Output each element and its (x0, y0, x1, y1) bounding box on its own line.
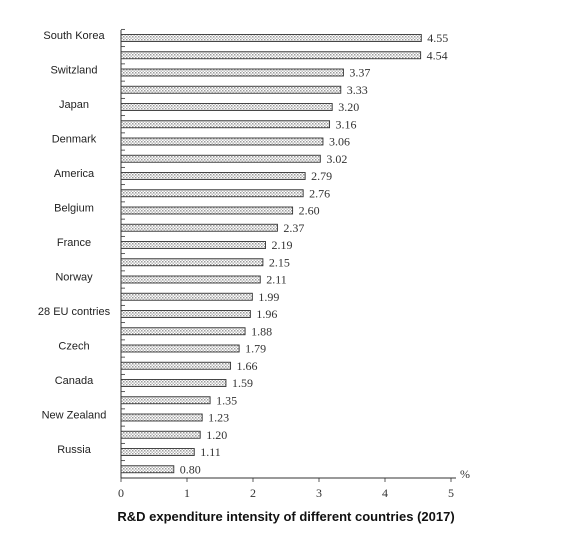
bar-value-label: 2.37 (283, 221, 304, 235)
bar (120, 223, 278, 232)
bar (120, 34, 422, 42)
bar-value-label: 1.99 (258, 290, 279, 304)
category-label: Denmark (52, 134, 97, 146)
bar (120, 120, 331, 129)
bar (120, 137, 324, 146)
category-label: Belgium (54, 203, 94, 215)
bar (120, 85, 342, 94)
bar-value-label: 1.59 (232, 376, 253, 390)
bar-value-label: 3.20 (338, 100, 359, 114)
category-label: Czech (58, 341, 89, 353)
bar-value-label: 1.20 (206, 428, 227, 442)
bar-value-label: 3.02 (326, 152, 347, 166)
x-tick-label: 0 (118, 486, 124, 500)
category-label: South Korea (43, 30, 105, 42)
bar (120, 258, 264, 267)
bar-value-label: 2.11 (266, 273, 287, 287)
bar-value-label: 2.79 (311, 169, 332, 183)
bar-value-label: 2.19 (272, 238, 293, 252)
x-tick-label: 5 (448, 486, 454, 500)
bar-value-label: 1.35 (216, 393, 237, 407)
category-label: Russia (57, 444, 92, 456)
bar (120, 292, 253, 301)
bar-value-label: 4.55 (427, 31, 448, 45)
bar-value-label: 1.79 (245, 342, 266, 356)
bar (120, 310, 251, 318)
bar (120, 448, 195, 456)
bar-value-label: 3.16 (336, 117, 357, 131)
x-tick-label: 3 (316, 486, 322, 500)
chart-title: R&D expenditure intensity of different c… (117, 509, 454, 524)
axis-unit-label: % (460, 467, 470, 481)
bar-value-label: 1.88 (251, 324, 272, 338)
bar (120, 327, 246, 336)
bar (120, 430, 201, 439)
x-tick-label: 1 (184, 486, 190, 500)
bar (120, 206, 294, 215)
bar-value-label: 1.11 (200, 445, 221, 459)
x-tick-label: 2 (250, 486, 256, 500)
bar (120, 103, 333, 111)
category-label: America (54, 168, 95, 180)
axes-layer (120, 28, 456, 482)
bar (120, 51, 422, 60)
category-labels-layer: South Korea Switzland Japan Denmark America B… (38, 30, 111, 456)
bar (120, 361, 232, 370)
bar-value-label: 2.76 (309, 186, 330, 200)
bar-value-label: 3.37 (349, 66, 370, 80)
category-label: France (57, 237, 91, 249)
bars-layer (120, 34, 422, 474)
category-label: Switzland (50, 65, 97, 77)
bar (120, 379, 227, 387)
bar (120, 465, 175, 474)
category-label: New Zealand (42, 410, 107, 422)
bar-value-label: 3.33 (347, 83, 368, 97)
category-label: 28 EU contries (38, 306, 111, 318)
bar (120, 154, 321, 163)
bar-value-label: 1.23 (208, 411, 229, 425)
bar (120, 172, 306, 180)
bar (120, 189, 304, 198)
bar (120, 275, 261, 284)
bar (120, 344, 240, 353)
bar (120, 396, 211, 405)
bar-value-label: 2.15 (269, 255, 290, 269)
tick-labels-layer: 0 1 2 3 4 5 (118, 486, 454, 500)
bar-value-label: 0.80 (180, 462, 201, 476)
bar-value-label: 4.54 (427, 48, 448, 62)
value-labels-layer: 4.55 4.54 3.37 3.33 3.20 3.16 3.06 3.02 2.79 2.76… (180, 31, 448, 476)
category-label: Japan (59, 99, 89, 111)
bar-value-label: 1.96 (256, 307, 277, 321)
bar (120, 241, 266, 249)
bar-value-label: 3.06 (329, 135, 350, 149)
category-label: Norway (55, 272, 93, 284)
bar (120, 68, 344, 77)
category-label: Canada (55, 375, 94, 387)
bar (120, 413, 203, 422)
bar-value-label: 1.66 (237, 359, 258, 373)
x-tick-label: 4 (382, 486, 388, 500)
bar-value-label: 2.60 (299, 204, 320, 218)
